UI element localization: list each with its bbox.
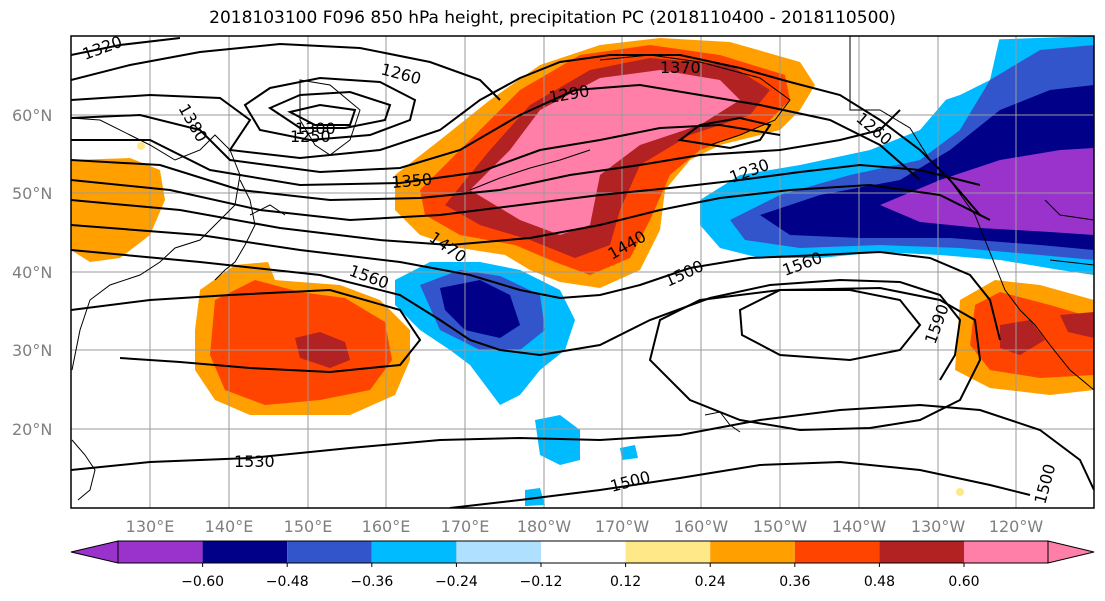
colorbar-swatch bbox=[879, 541, 964, 563]
contour-line-17 bbox=[648, 286, 982, 432]
colorbar-swatch bbox=[287, 541, 372, 563]
contour-line-14 bbox=[71, 249, 962, 381]
contour-line-7 bbox=[71, 83, 921, 181]
lon-label: 120°W bbox=[989, 517, 1044, 536]
height-contours bbox=[71, 37, 1094, 508]
precip-region-northeast-blank bbox=[850, 36, 1000, 110]
contour-label: 1250 bbox=[290, 127, 331, 146]
colorbar-swatch bbox=[964, 541, 1048, 563]
colorbar-swatch bbox=[541, 541, 626, 563]
precip-region-west-edge bbox=[71, 158, 165, 262]
colorbar-tick-label: 0.12 bbox=[610, 574, 641, 590]
precip-region-west-coast-max-2 bbox=[1060, 312, 1094, 338]
precip-region-west-coast-max bbox=[1000, 320, 1045, 355]
colorbar-swatch bbox=[371, 541, 457, 563]
colorbar-swatch bbox=[456, 541, 541, 563]
colorbar-frame bbox=[117, 540, 1049, 564]
lon-label: 160°W bbox=[674, 517, 729, 536]
contour-line-8 bbox=[71, 123, 781, 187]
colorbar-tick-label: −0.36 bbox=[350, 574, 393, 590]
lat-label: 20°N bbox=[12, 420, 52, 439]
contour-line-1 bbox=[71, 37, 181, 56]
precip-region-north-pacific-max bbox=[470, 70, 740, 235]
contour-line-12 bbox=[71, 183, 991, 247]
lon-label: 130°E bbox=[126, 517, 175, 536]
precip-region-dateline-negative-max bbox=[440, 280, 520, 338]
precip-region-south-negative-2 bbox=[525, 488, 545, 506]
colorbar-tick-label: −0.24 bbox=[435, 574, 478, 590]
longitude-labels: 130°E 140°E 150°E 160°E 170°E 180°W 170°… bbox=[126, 517, 1044, 536]
precip-dot-2 bbox=[956, 488, 964, 496]
colorbar-tick-label: 0.60 bbox=[948, 574, 979, 590]
contour-label: 1370 bbox=[660, 58, 701, 77]
contour-line-11 bbox=[71, 163, 981, 222]
lat-label: 50°N bbox=[12, 184, 52, 203]
precip-region-south-negative-1 bbox=[535, 415, 580, 465]
map-title: 2018103100 F096 850 hPa height, precipit… bbox=[209, 8, 896, 28]
lon-label: 170°E bbox=[441, 517, 490, 536]
lon-label: 180°W bbox=[517, 517, 572, 536]
precip-region-northeast-negative-max bbox=[880, 148, 1094, 235]
colorbar-swatch bbox=[625, 541, 711, 563]
coast-usa-interior bbox=[1044, 199, 1094, 266]
colorbar-swatch bbox=[710, 541, 795, 563]
contour-line-5 bbox=[287, 103, 357, 126]
colorbar-tick-label: 0.48 bbox=[864, 574, 895, 590]
contour-line-6 bbox=[71, 54, 981, 216]
coast-alaska bbox=[599, 54, 791, 146]
colorbar-swatch bbox=[794, 541, 880, 563]
contour-label: 1530 bbox=[234, 452, 275, 471]
lon-label: 150°W bbox=[753, 517, 808, 536]
coast-hawaii bbox=[704, 411, 741, 433]
colorbar: −0.60 −0.48 −0.36 −0.24 −0.12 0.12 0.24 … bbox=[70, 540, 1095, 590]
lon-label: 150°E bbox=[284, 517, 333, 536]
lon-label: 130°W bbox=[911, 517, 966, 536]
contour-line-9 bbox=[71, 109, 901, 202]
contour-line-15 bbox=[71, 288, 422, 374]
coast-aleutians bbox=[469, 149, 591, 191]
colorbar-swatch bbox=[118, 541, 203, 563]
colorbar-tick-label: −0.60 bbox=[181, 574, 224, 590]
colorbar-tick-marks bbox=[202, 563, 965, 567]
contour-label: 1350 bbox=[391, 170, 433, 192]
lon-label: 140°W bbox=[832, 517, 887, 536]
coast-nw-america bbox=[849, 36, 1094, 391]
coast-kamchatka bbox=[299, 79, 361, 156]
colorbar-min-extension bbox=[70, 540, 119, 564]
contour-line-2 bbox=[71, 42, 501, 101]
map-frame bbox=[70, 35, 1095, 509]
coast-philippines bbox=[71, 439, 96, 501]
lat-label: 30°N bbox=[12, 341, 52, 360]
lon-label: 160°E bbox=[362, 517, 411, 536]
contour-label: 1300 bbox=[295, 119, 336, 138]
lat-label: 60°N bbox=[12, 106, 52, 125]
contour-line-18 bbox=[71, 403, 1094, 491]
colorbar-tick-label: 0.24 bbox=[695, 574, 726, 590]
colorbar-tick-label: −0.48 bbox=[266, 574, 309, 590]
precip-region-south-negative-3 bbox=[620, 445, 638, 460]
contour-line-19 bbox=[449, 460, 1031, 508]
contour-label-layer: 1320 1260 1290 1370 1380 1300 1250 1350 … bbox=[80, 32, 1060, 506]
lat-label: 40°N bbox=[12, 263, 52, 282]
lon-label: 140°E bbox=[205, 517, 254, 536]
lon-label: 170°W bbox=[595, 517, 650, 536]
contour-line-10 bbox=[677, 116, 772, 150]
contour-line-13 bbox=[71, 224, 1001, 341]
colorbar-swatch bbox=[202, 541, 288, 563]
colorbar-max-extension bbox=[1047, 540, 1095, 564]
colorbar-tick-label: −0.12 bbox=[520, 574, 563, 590]
contour-line-3 bbox=[243, 76, 417, 142]
colorbar-tick-label: 0.36 bbox=[779, 574, 810, 590]
precip-dot-1 bbox=[137, 142, 145, 150]
contour-line-4 bbox=[267, 90, 392, 129]
precip-fill-layer bbox=[71, 36, 1094, 506]
latitude-labels: 60°N 50°N 40°N 30°N 20°N bbox=[12, 106, 52, 439]
